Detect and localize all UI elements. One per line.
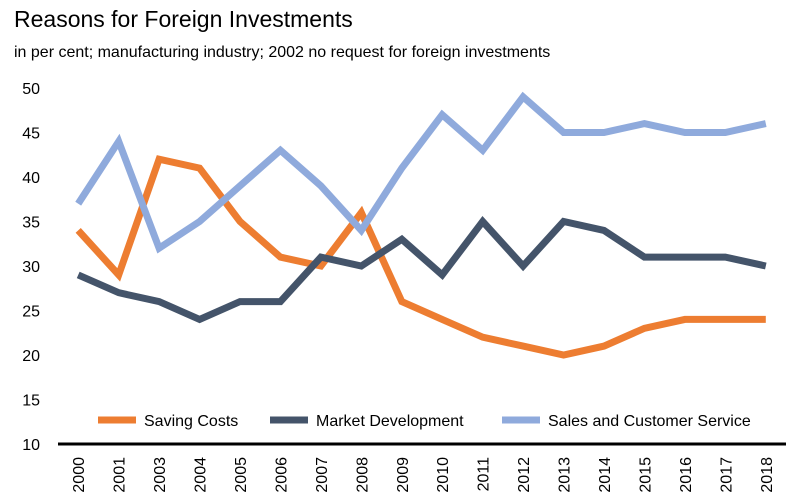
x-tick-label: 2005 <box>233 457 250 493</box>
x-tick-label: 2016 <box>678 457 695 493</box>
series-line-1 <box>76 216 767 324</box>
chart-title: Reasons for Foreign Investments <box>14 6 353 32</box>
legend-label: Saving Costs <box>144 413 238 430</box>
x-tick-label: 2009 <box>395 457 412 493</box>
x-tick-label: 2018 <box>759 457 776 493</box>
x-tick-label: 2000 <box>71 457 88 493</box>
series-line-0 <box>75 155 766 359</box>
y-tick-label: 10 <box>22 437 40 454</box>
series-lines <box>75 91 767 359</box>
y-tick-label: 50 <box>22 81 40 98</box>
x-tick-label: 2014 <box>597 457 614 493</box>
x-tick-label: 2004 <box>193 457 210 493</box>
x-tick-label: 2015 <box>637 457 654 493</box>
x-tick-label: 2013 <box>557 457 574 493</box>
legend-label: Market Development <box>316 413 464 430</box>
legend: Saving Costs Market Development Sales and … <box>98 413 751 430</box>
y-tick-label: 30 <box>22 259 40 276</box>
x-tick-label: 2011 <box>476 457 493 492</box>
chart-subtitle: in per cent; manufacturing industry; 200… <box>14 44 551 61</box>
x-tick-label: 2017 <box>718 457 735 493</box>
x-tick-label: 2012 <box>516 457 533 493</box>
y-tick-label: 25 <box>22 304 40 321</box>
x-tick-label: 2008 <box>354 457 371 493</box>
x-tick-label: 2006 <box>273 457 290 493</box>
x-tick-label: 2003 <box>152 457 169 493</box>
x-tick-label: 2010 <box>435 457 452 493</box>
y-tick-label: 45 <box>22 126 40 143</box>
y-tick-label: 35 <box>22 215 40 232</box>
x-tick-label: 2007 <box>314 457 331 493</box>
y-tick-label: 40 <box>22 170 40 187</box>
x-axis-ticks: 2000 2001 2003 2004 2005 2006 2007 2008 2009 2010… <box>71 457 776 493</box>
legend-label: Sales and Customer Service <box>548 413 751 430</box>
series-line-2 <box>75 91 767 254</box>
y-tick-label: 20 <box>22 348 40 365</box>
x-tick-label: 2001 <box>112 457 129 493</box>
y-tick-label: 15 <box>22 393 40 410</box>
y-axis-ticks: 10 15 20 25 30 35 40 45 50 <box>22 81 40 454</box>
